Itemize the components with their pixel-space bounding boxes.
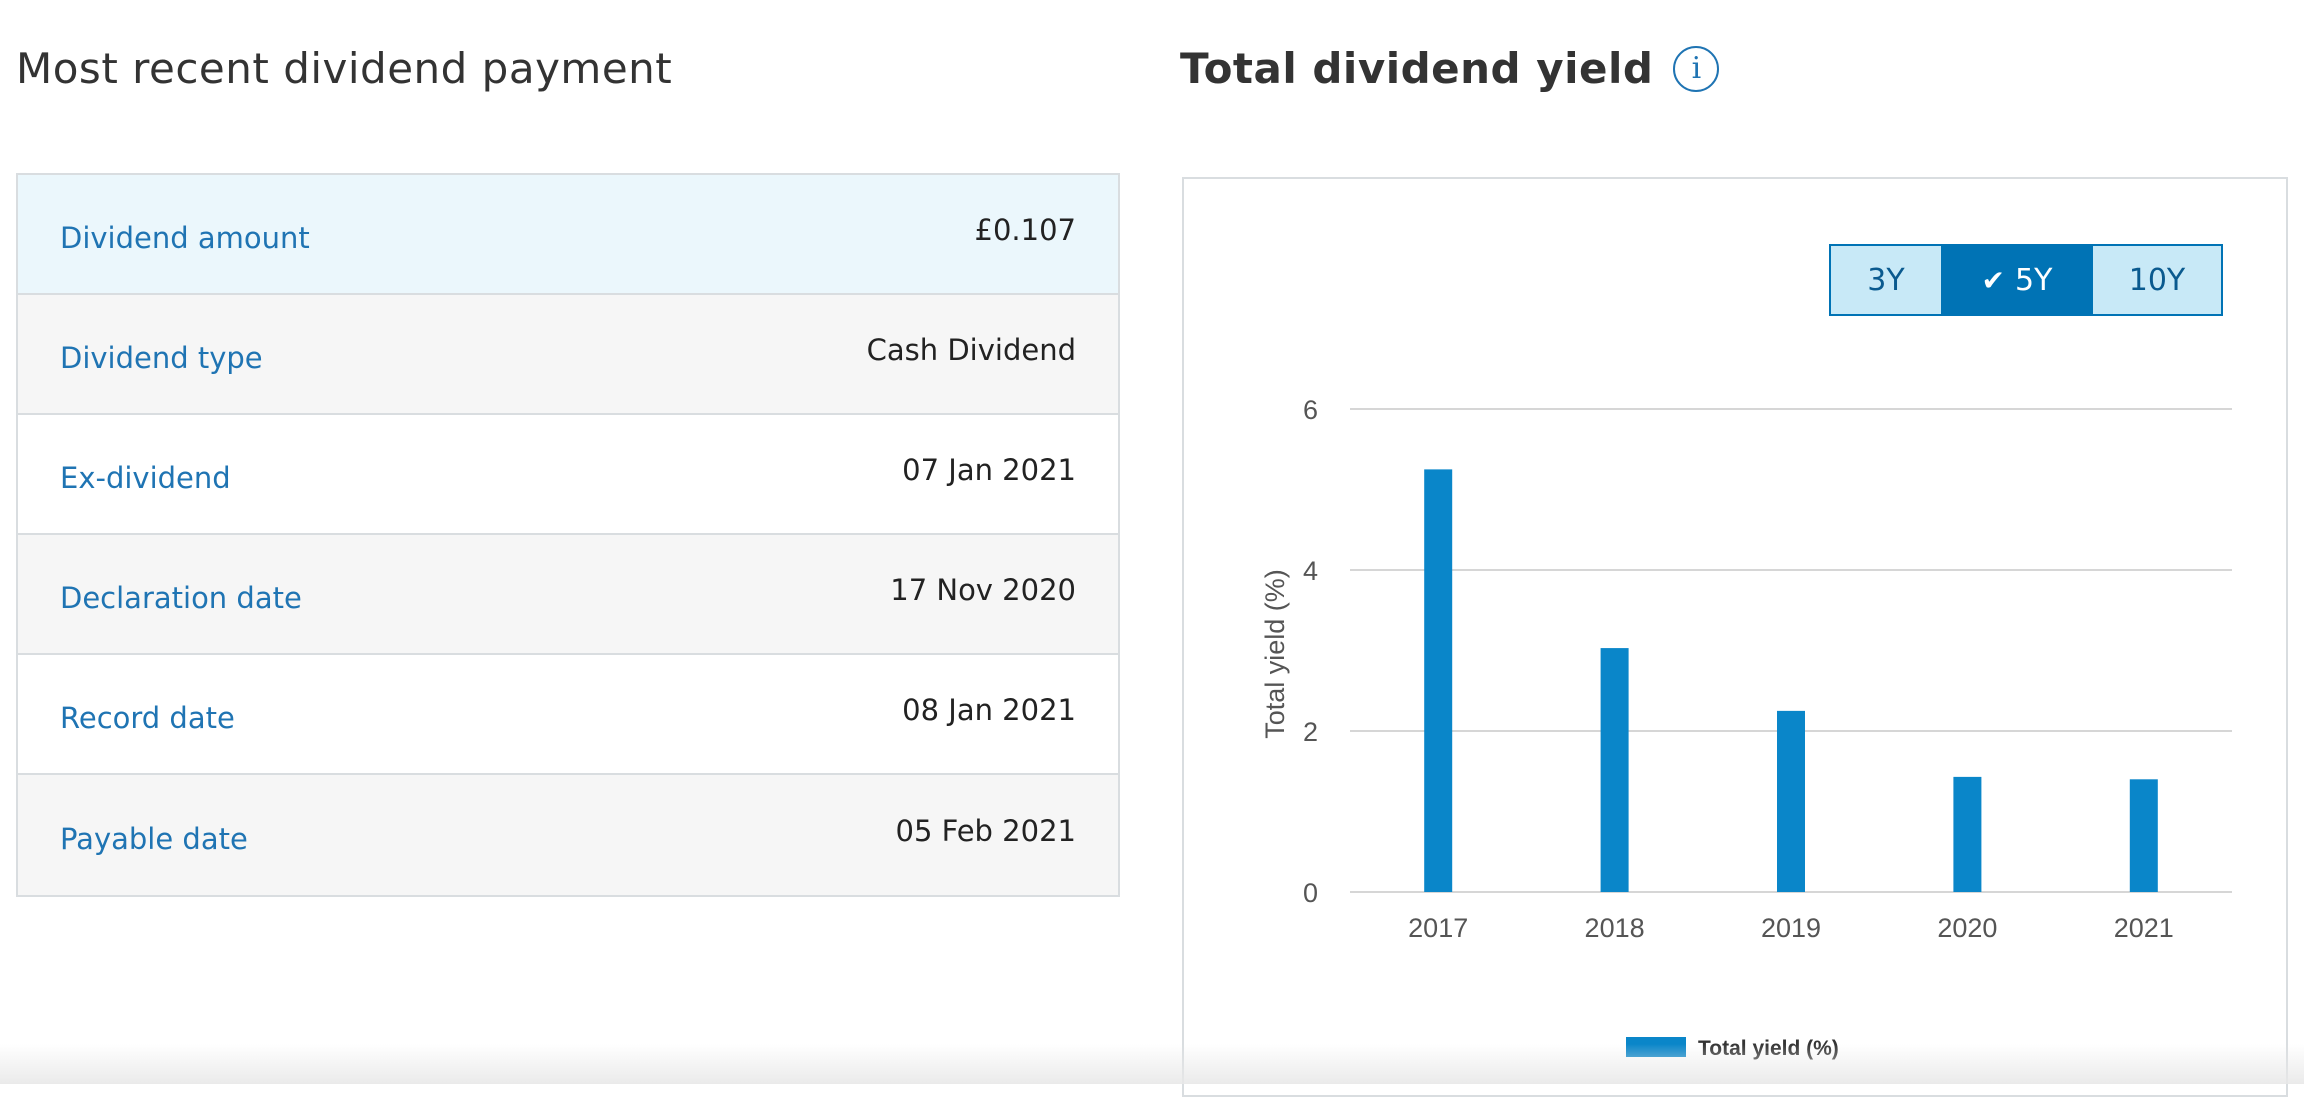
range-label: 5Y	[2015, 262, 2053, 298]
row-value: 07 Jan 2021	[902, 453, 1076, 487]
x-tick-label: 2017	[1408, 913, 1468, 943]
row-value: Cash Dividend	[866, 333, 1076, 367]
table-row-dividend-amount: Dividend amount £0.107	[18, 175, 1118, 295]
page-bottom-fade	[0, 1044, 2304, 1084]
table-row-declaration-date: Declaration date 17 Nov 2020	[18, 535, 1118, 655]
page-title-dividend-payment: Most recent dividend payment	[16, 44, 673, 93]
checkmark-icon: ✔	[1981, 263, 2006, 297]
bar-2020[interactable]	[1953, 776, 1982, 892]
x-tick-label: 2020	[1937, 913, 1997, 943]
bar-2018[interactable]	[1600, 648, 1629, 892]
range-label: 10Y	[2128, 262, 2186, 298]
row-value: 05 Feb 2021	[895, 814, 1077, 848]
yield-chart-card: 3Y ✔ 5Y 10Y 0 2 4 6 2017 2018 2019 2020 2021 To…	[1182, 177, 2288, 1097]
x-tick-label: 2018	[1585, 913, 1645, 943]
yield-bar-chart: 0 2 4 6 2017 2018 2019 2020 2021 Total yield (%…	[1260, 395, 2232, 1060]
x-tick-label: 2021	[2114, 913, 2174, 943]
table-row-payable-date: Payable date 05 Feb 2021	[18, 775, 1118, 895]
range-button-5y[interactable]: ✔ 5Y	[1941, 246, 2093, 314]
bars	[1424, 469, 2158, 892]
y-tick-label: 2	[1303, 717, 1318, 747]
row-label: Dividend type	[60, 341, 263, 375]
table-row-record-date: Record date 08 Jan 2021	[18, 655, 1118, 775]
row-label: Ex-dividend	[60, 461, 231, 495]
table-row-dividend-type: Dividend type Cash Dividend	[18, 295, 1118, 415]
bar-2021[interactable]	[2129, 779, 2158, 892]
range-button-3y[interactable]: 3Y	[1831, 246, 1941, 314]
range-button-10y[interactable]: 10Y	[2093, 246, 2221, 314]
bar-2019[interactable]	[1777, 710, 1805, 892]
dividend-details-table: Dividend amount £0.107 Dividend type Cas…	[16, 173, 1120, 897]
bar-2017[interactable]	[1424, 469, 1453, 892]
row-label: Dividend amount	[60, 221, 310, 255]
row-label: Payable date	[60, 822, 248, 856]
y-tick-label: 6	[1303, 395, 1318, 425]
y-tick-label: 4	[1303, 556, 1318, 586]
row-value: 17 Nov 2020	[890, 573, 1076, 607]
y-axis-ticks: 0 2 4 6	[1303, 395, 1318, 908]
row-label: Record date	[60, 701, 235, 735]
table-row-ex-dividend: Ex-dividend 07 Jan 2021	[18, 415, 1118, 535]
x-axis-ticks: 2017 2018 2019 2020 2021	[1408, 913, 2174, 943]
row-value: 08 Jan 2021	[902, 693, 1076, 727]
info-icon[interactable]: i	[1673, 45, 1720, 92]
row-label: Declaration date	[60, 581, 302, 615]
x-tick-label: 2019	[1761, 913, 1821, 943]
yield-header: Total dividend yield i	[1180, 44, 1720, 93]
y-axis-label: Total yield (%)	[1260, 569, 1290, 739]
row-value: £0.107	[974, 213, 1076, 247]
range-label: 3Y	[1867, 262, 1905, 298]
section-title-dividend-yield: Total dividend yield	[1180, 44, 1654, 93]
y-tick-label: 0	[1303, 878, 1318, 908]
range-toggle: 3Y ✔ 5Y 10Y	[1829, 244, 2223, 316]
